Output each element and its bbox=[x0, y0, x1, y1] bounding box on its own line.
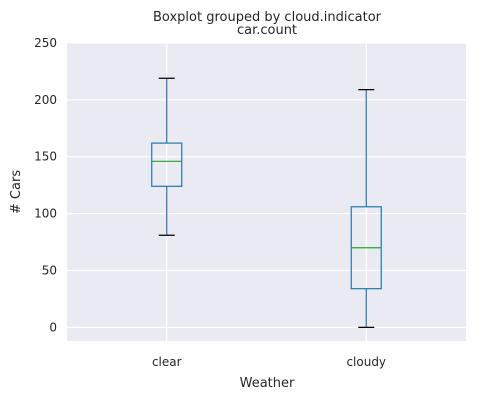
y-axis-ticks: 0 50 100 150 200 250 bbox=[34, 36, 57, 334]
box-cloudy bbox=[350, 89, 382, 328]
boxes bbox=[151, 77, 382, 328]
x-tick-label: clear bbox=[152, 355, 182, 369]
y-tick-label: 100 bbox=[34, 207, 57, 221]
plot-area bbox=[67, 43, 466, 341]
y-tick-label: 200 bbox=[34, 93, 57, 107]
x-axis-label: Weather bbox=[240, 376, 295, 391]
x-tick-label: cloudy bbox=[346, 355, 386, 369]
y-tick-label: 250 bbox=[34, 36, 57, 50]
y-tick-label: 150 bbox=[34, 150, 57, 164]
chart-title: car.count bbox=[237, 23, 297, 38]
chart-suptitle: Boxplot grouped by cloud.indicator bbox=[153, 10, 382, 25]
box-iqr bbox=[151, 142, 183, 187]
x-axis-ticks: clear cloudy bbox=[152, 355, 386, 369]
grid-lines bbox=[67, 42, 466, 341]
box-clear bbox=[151, 77, 183, 236]
y-tick-label: 0 bbox=[49, 320, 57, 334]
y-tick-label: 50 bbox=[42, 263, 57, 277]
y-axis-label: # Cars bbox=[9, 170, 24, 214]
